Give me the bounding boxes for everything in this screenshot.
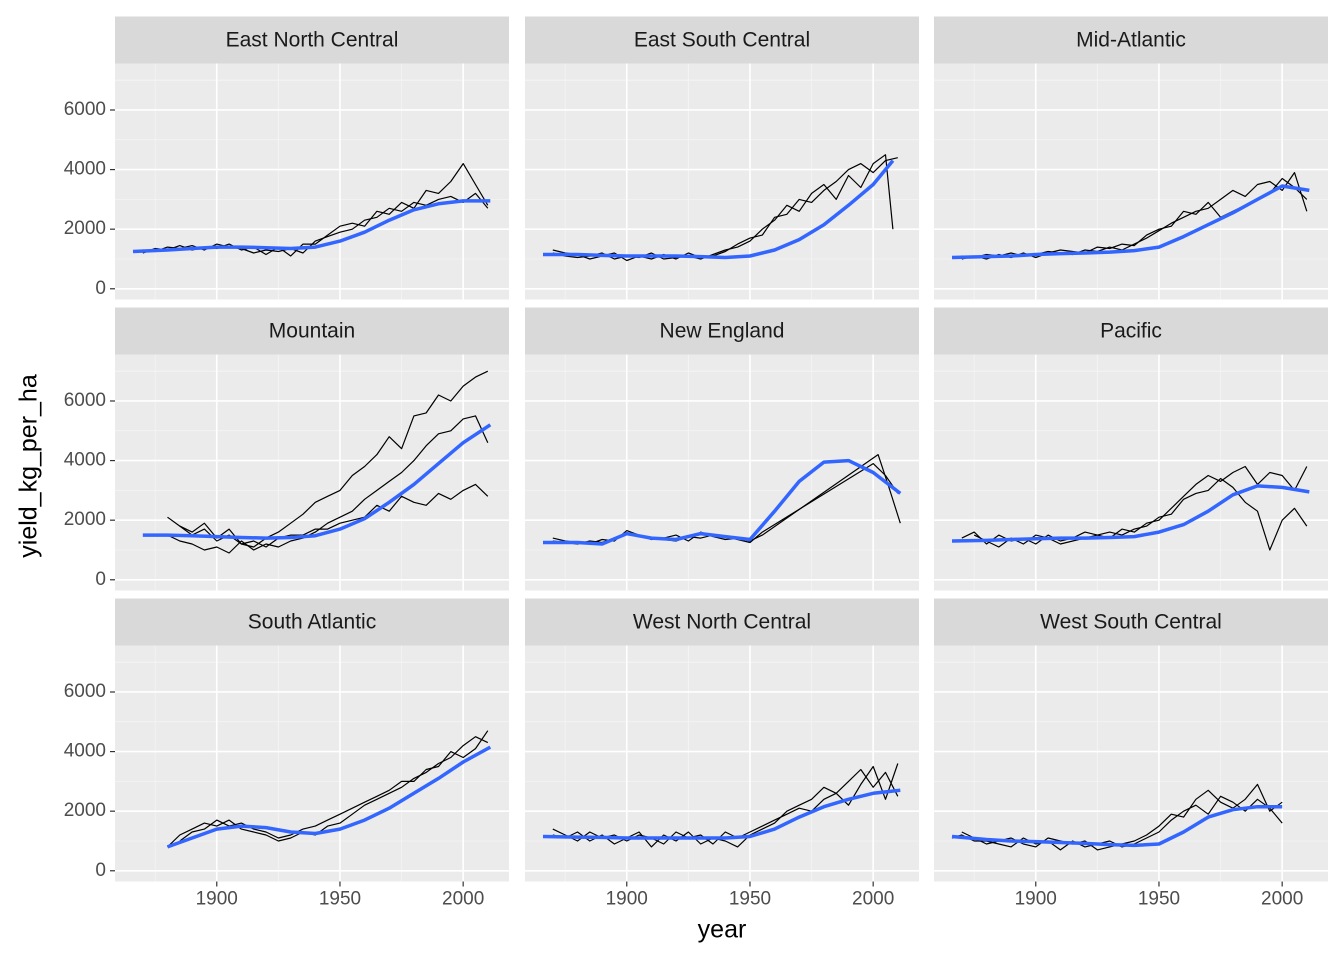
smooth-line <box>132 199 491 254</box>
strip-label: West North Central <box>633 611 811 634</box>
strip <box>525 598 919 646</box>
strip <box>115 16 509 64</box>
strip-label: Pacific <box>1100 320 1162 343</box>
strip-label: Mountain <box>269 320 355 343</box>
panel <box>525 63 919 300</box>
strip-label: East South Central <box>634 29 810 52</box>
strip <box>525 307 919 355</box>
data-line <box>167 415 489 554</box>
smooth-line <box>951 184 1310 260</box>
strip-label: New England <box>660 320 785 343</box>
strip-label: Mid-Atlantic <box>1076 29 1186 52</box>
x-axis-title: year <box>698 916 747 944</box>
x-tick-label: 2000 <box>442 889 484 910</box>
panel <box>934 63 1328 300</box>
strip-label: South Atlantic <box>248 611 376 634</box>
y-tick-label: 4000 <box>64 741 106 762</box>
y-tick-label: 0 <box>95 278 106 299</box>
y-tick-label: 0 <box>95 569 106 590</box>
y-tick-label: 2000 <box>64 218 106 239</box>
smooth-line <box>142 423 492 540</box>
strip <box>115 307 509 355</box>
panel <box>115 354 509 591</box>
y-axis-title: yield_kg_per_ha <box>15 374 43 558</box>
smooth-line <box>951 804 1283 848</box>
strip-label: East North Central <box>226 29 399 52</box>
x-tick-label: 1900 <box>1015 889 1057 910</box>
y-tick-label: 2000 <box>64 509 106 530</box>
x-tick-label: 1950 <box>319 889 361 910</box>
data-line <box>552 768 899 848</box>
panel <box>115 63 509 300</box>
smooth-line <box>543 458 902 546</box>
x-tick-label: 1900 <box>196 889 238 910</box>
strip <box>115 598 509 646</box>
smooth-line <box>543 159 895 260</box>
panel <box>525 645 919 882</box>
smooth-line <box>166 745 492 849</box>
x-tick-label: 2000 <box>852 889 894 910</box>
y-tick-label: 2000 <box>64 800 106 821</box>
y-tick-label: 4000 <box>64 450 106 471</box>
y-tick-label: 6000 <box>64 99 106 120</box>
panel <box>934 354 1328 591</box>
strip <box>525 16 919 64</box>
x-tick-label: 1950 <box>1138 889 1180 910</box>
smooth-line <box>542 788 901 840</box>
data-line <box>167 736 489 848</box>
y-tick-label: 6000 <box>64 390 106 411</box>
y-tick-label: 0 <box>95 860 106 881</box>
x-tick-label: 1900 <box>606 889 648 910</box>
x-tick-label: 2000 <box>1261 889 1303 910</box>
smooth-line <box>951 484 1310 543</box>
y-tick-label: 6000 <box>64 681 106 702</box>
strip <box>934 307 1328 355</box>
y-tick-label: 4000 <box>64 159 106 180</box>
strip-label: West South Central <box>1040 611 1222 634</box>
strip <box>934 16 1328 64</box>
strip <box>934 598 1328 646</box>
x-tick-label: 1950 <box>729 889 771 910</box>
